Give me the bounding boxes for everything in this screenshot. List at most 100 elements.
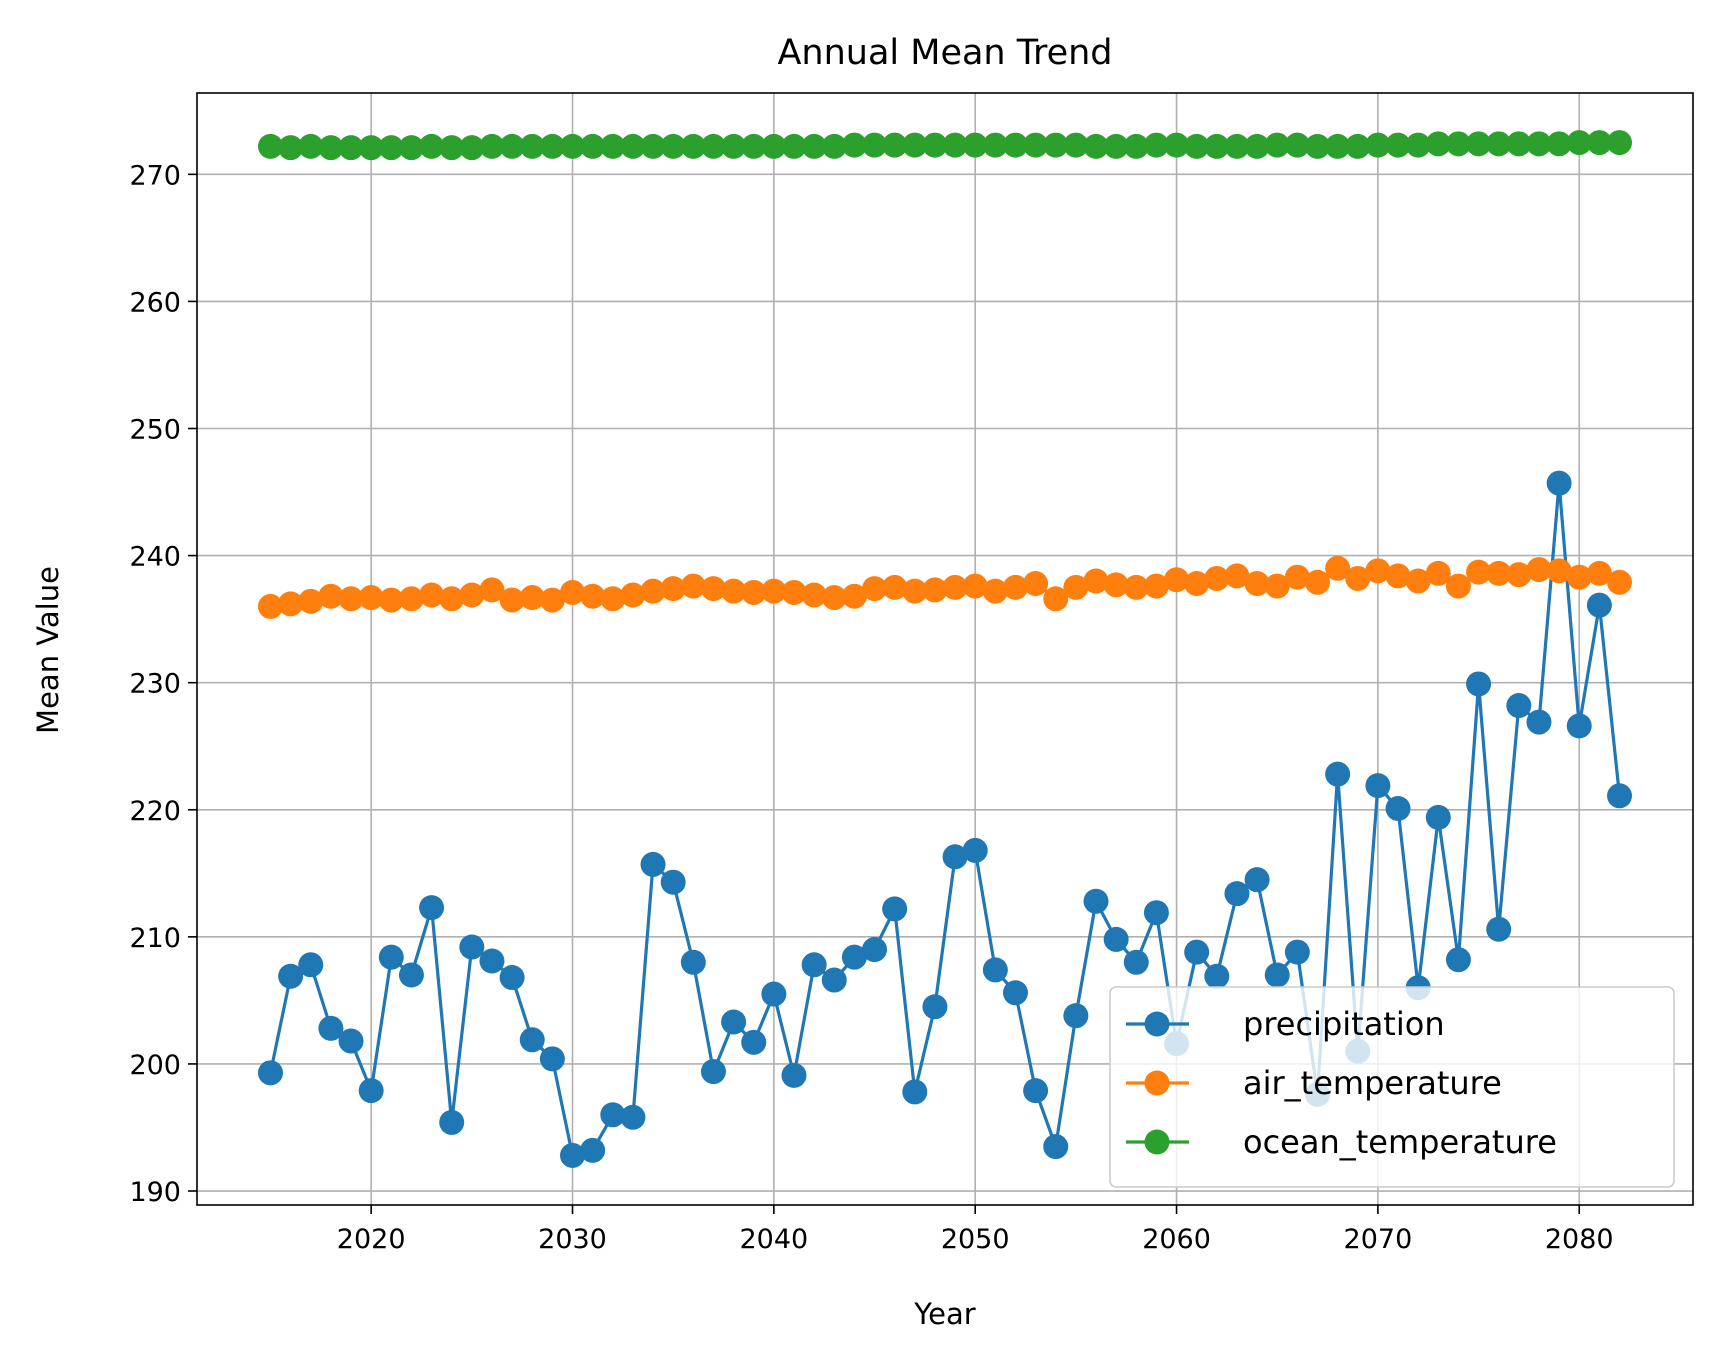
data-point-ocean_temperature (560, 133, 586, 159)
data-point-ocean_temperature (1002, 132, 1028, 158)
data-point-precipitation (1063, 1003, 1089, 1029)
legend-marker-ocean_temperature (1144, 1129, 1170, 1155)
data-point-precipitation (257, 1060, 283, 1086)
x-tick-label: 2050 (941, 1224, 1010, 1255)
data-point-air_temperature (841, 583, 867, 609)
data-point-ocean_temperature (1244, 133, 1270, 159)
data-point-precipitation (801, 952, 827, 978)
data-point-air_temperature (1123, 574, 1149, 600)
data-point-precipitation (781, 1062, 807, 1088)
data-point-air_temperature (298, 588, 324, 614)
data-point-ocean_temperature (1526, 131, 1552, 157)
y-tick-label: 260 (129, 287, 181, 318)
legend-marker-precipitation (1144, 1011, 1170, 1037)
data-point-air_temperature (1365, 558, 1391, 584)
plot-frame (196, 92, 1694, 1206)
data-point-precipitation (419, 895, 445, 921)
data-point-ocean_temperature (1103, 133, 1129, 159)
data-point-air_temperature (942, 574, 968, 600)
data-point-precipitation (298, 952, 324, 978)
data-point-precipitation (841, 944, 867, 970)
data-point-air_temperature (560, 579, 586, 605)
y-tick-label: 190 (129, 1177, 181, 1208)
data-point-precipitation (1204, 963, 1230, 989)
data-point-air_temperature (1325, 555, 1351, 581)
data-point-air_temperature (1586, 560, 1612, 586)
series-layer (257, 130, 1633, 1168)
data-point-air_temperature (1607, 569, 1633, 595)
data-point-air_temperature (1023, 571, 1049, 597)
data-point-precipitation (580, 1137, 606, 1163)
data-point-precipitation (741, 1029, 767, 1055)
data-point-ocean_temperature (902, 132, 928, 158)
data-point-precipitation (700, 1059, 726, 1085)
data-point-air_temperature (580, 583, 606, 609)
data-point-air_temperature (1103, 572, 1129, 598)
data-point-ocean_temperature (982, 132, 1008, 158)
data-point-precipitation (1143, 900, 1169, 926)
data-point-precipitation (660, 869, 686, 895)
x-tick-label: 2030 (538, 1224, 607, 1255)
data-point-ocean_temperature (1345, 133, 1371, 159)
data-point-precipitation (1385, 795, 1411, 821)
data-point-air_temperature (1164, 567, 1190, 593)
data-point-air_temperature (358, 585, 384, 611)
data-point-ocean_temperature (1365, 132, 1391, 158)
data-point-ocean_temperature (419, 133, 445, 159)
legend-frame (1109, 986, 1675, 1188)
data-point-air_temperature (922, 577, 948, 603)
data-point-ocean_temperature (721, 133, 747, 159)
data-point-precipitation (1224, 881, 1250, 907)
x-axis-label: Year (913, 1297, 975, 1331)
data-point-ocean_temperature (1224, 133, 1250, 159)
data-point-air_temperature (1486, 560, 1512, 586)
data-point-ocean_temperature (1043, 132, 1069, 158)
data-point-precipitation (398, 962, 424, 988)
data-point-precipitation (821, 967, 847, 993)
data-point-air_temperature (439, 586, 465, 612)
data-point-precipitation (338, 1028, 364, 1054)
data-point-precipitation (519, 1027, 545, 1053)
data-point-air_temperature (1224, 563, 1250, 589)
data-point-ocean_temperature (1123, 133, 1149, 159)
x-tick-label: 2070 (1344, 1224, 1413, 1255)
data-point-ocean_temperature (580, 133, 606, 159)
legend-marker-air_temperature (1144, 1070, 1170, 1096)
data-point-ocean_temperature (1143, 132, 1169, 158)
data-point-air_temperature (600, 586, 626, 612)
data-point-ocean_temperature (1586, 130, 1612, 156)
data-point-air_temperature (1304, 569, 1330, 595)
y-axis-label: Mean Value (31, 566, 65, 734)
data-point-ocean_temperature (781, 133, 807, 159)
data-point-ocean_temperature (1425, 131, 1451, 157)
data-point-precipitation (1526, 709, 1552, 735)
data-point-precipitation (378, 944, 404, 970)
y-tick-label: 200 (129, 1050, 181, 1081)
data-point-precipitation (1264, 962, 1290, 988)
data-point-air_temperature (257, 593, 283, 619)
data-point-ocean_temperature (378, 135, 404, 161)
data-point-precipitation (1083, 888, 1109, 914)
data-point-ocean_temperature (1264, 132, 1290, 158)
data-point-air_temperature (700, 576, 726, 602)
data-point-precipitation (479, 948, 505, 974)
x-tick-label: 2040 (739, 1224, 808, 1255)
data-point-air_temperature (318, 583, 344, 609)
data-point-air_temperature (1526, 557, 1552, 583)
data-point-ocean_temperature (257, 133, 283, 159)
data-point-air_temperature (660, 576, 686, 602)
data-point-air_temperature (1043, 586, 1069, 612)
data-point-ocean_temperature (499, 133, 525, 159)
data-point-ocean_temperature (1304, 133, 1330, 159)
data-point-air_temperature (479, 577, 505, 603)
data-point-precipitation (1506, 693, 1532, 719)
data-point-ocean_temperature (298, 133, 324, 159)
legend-label-precipitation: precipitation (1243, 1005, 1445, 1043)
data-point-ocean_temperature (660, 133, 686, 159)
data-point-air_temperature (459, 582, 485, 608)
data-point-precipitation (640, 851, 666, 877)
y-tick-label: 240 (129, 542, 181, 573)
data-point-ocean_temperature (1284, 132, 1310, 158)
data-point-air_temperature (1083, 568, 1109, 594)
